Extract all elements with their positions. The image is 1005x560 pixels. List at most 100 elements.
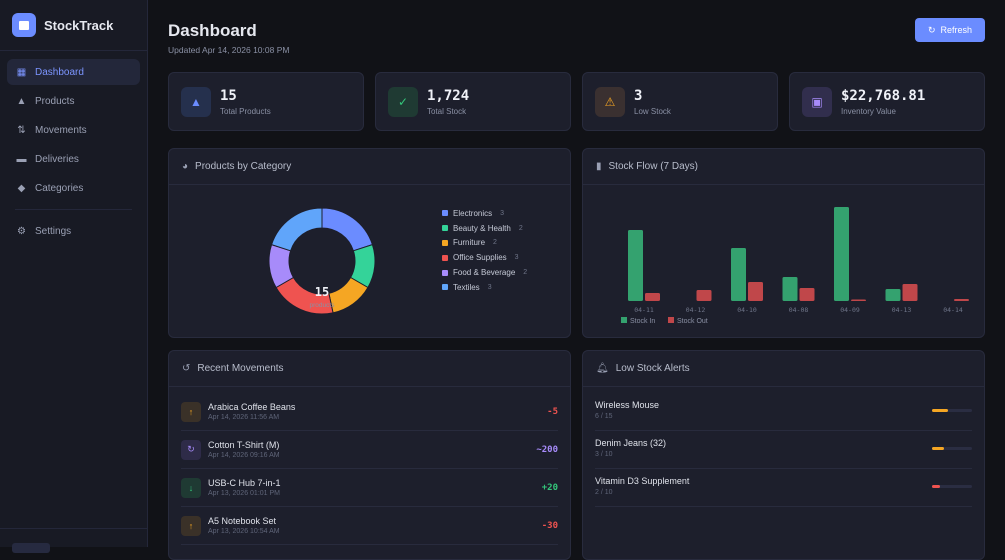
legend-item: Beauty & Health 2 <box>442 221 527 236</box>
stat-label: Total Products <box>220 106 271 116</box>
page-title: Dashboard <box>168 21 257 40</box>
low-stock-row[interactable]: Vitamin D3 Supplement 2 / 10 <box>595 469 972 507</box>
products-by-category-panel: ◕ Products by Category 15 products Electr… <box>168 148 571 338</box>
x-tick-label: 04-11 <box>634 306 654 314</box>
donut-slice[interactable] <box>321 207 374 252</box>
user-button[interactable] <box>12 543 50 553</box>
legend-count: 2 <box>523 269 528 277</box>
bar-stock-in[interactable] <box>782 277 798 301</box>
arrow-down-icon: ↓ <box>181 477 201 498</box>
movement-date: Apr 14, 2026 11:56 AM <box>208 414 280 421</box>
bell-icon: 🔔︎ <box>596 363 609 374</box>
history-icon: ↺ <box>182 363 191 374</box>
stock-level-bar <box>932 409 972 412</box>
movement-row[interactable]: ↑ Arabica Coffee Beans Apr 14, 2026 11:56 … <box>181 393 558 431</box>
bar-stock-out[interactable] <box>645 293 660 301</box>
warning-icon: ⚠ <box>595 86 625 117</box>
movement-row[interactable]: ↓ USB-C Hub 7-in-1 Apr 13, 2026 01:01 PM +2… <box>181 469 558 507</box>
sidebar-item-label: Products <box>35 95 75 107</box>
low-stock-panel: 🔔︎ Low Stock Alerts Wireless Mouse 6 / 15 D… <box>582 350 985 560</box>
legend-count: 3 <box>500 209 505 217</box>
bar-stock-in[interactable] <box>834 207 849 301</box>
legend-swatch <box>442 284 448 291</box>
updated-timestamp: Updated Apr 14, 2026 10:08 PM <box>168 45 290 55</box>
legend-count: 3 <box>487 283 492 291</box>
sidebar-item-deliveries[interactable]: ▬ Deliveries <box>7 146 140 172</box>
shapes-icon: ▲ <box>16 95 27 107</box>
bar-stock-in[interactable] <box>731 248 746 301</box>
bar-stock-in[interactable] <box>628 230 643 301</box>
legend-count: 2 <box>518 224 523 232</box>
movement-product: Cotton T-Shirt (M) <box>208 440 280 450</box>
legend-item: Textiles 3 <box>442 280 527 295</box>
low-stock-row[interactable]: Denim Jeans (32) 3 / 10 <box>595 431 972 469</box>
donut-slice[interactable] <box>270 207 323 252</box>
arrow-up-icon: ↑ <box>181 401 201 422</box>
sync-icon: ↻ <box>181 439 201 460</box>
money-icon: ▣ <box>802 86 832 117</box>
sidebar-item-products[interactable]: ▲ Products <box>7 88 140 114</box>
bar-stock-out[interactable] <box>748 282 763 301</box>
pie-chart-icon: ◕ <box>182 161 189 172</box>
low-stock-row[interactable]: Wireless Mouse 6 / 15 <box>595 393 972 431</box>
bar-stock-out[interactable] <box>851 299 866 302</box>
sidebar-item-movements[interactable]: ⇅ Movements <box>7 117 140 143</box>
legend-swatch <box>442 225 448 232</box>
low-stock-product: Denim Jeans (32) <box>595 438 667 448</box>
bar-stock-out[interactable] <box>799 288 815 301</box>
bar-stock-out[interactable] <box>954 299 969 301</box>
legend-swatch <box>668 317 674 323</box>
brand[interactable]: StockTrack <box>0 0 147 51</box>
legend-swatch <box>442 239 448 246</box>
legend-item: Office Supplies 3 <box>442 250 527 265</box>
movement-product: Arabica Coffee Beans <box>208 402 296 412</box>
stat-value: 3 <box>634 87 643 104</box>
bar-stock-in[interactable] <box>885 289 901 301</box>
stat-label: Total Stock <box>427 106 467 116</box>
legend-item: Food & Beverage 2 <box>442 265 527 280</box>
donut-total-label: products <box>310 302 336 309</box>
shapes-icon: ▲ <box>181 86 211 117</box>
movement-quantity: +20 <box>541 482 558 493</box>
stock-flow-chart: 04-11 04-12 04-10 04-08 04-09 04-13 04-14 Stock… <box>621 207 969 325</box>
x-tick-label: 04-09 <box>840 306 860 314</box>
movement-quantity: -30 <box>541 520 558 531</box>
x-tick-label: 04-08 <box>789 306 809 314</box>
legend-count: 3 <box>514 254 519 262</box>
donut-total: 15 <box>315 285 329 299</box>
legend-label: Office Supplies <box>453 253 507 263</box>
legend-swatch <box>442 254 448 261</box>
panel-title: Stock Flow (7 Days) <box>608 161 698 172</box>
sidebar-item-dashboard[interactable]: ▦ Dashboard <box>7 59 140 85</box>
sidebar-item-label: Dashboard <box>35 66 84 78</box>
movement-row[interactable]: ↑ A5 Notebook Set Apr 13, 2026 10:54 AM -30 <box>181 507 558 545</box>
category-donut-chart: 15 products <box>268 207 376 315</box>
bar-stock-out[interactable] <box>902 284 918 301</box>
legend-swatch <box>621 317 627 323</box>
legend-label: Furniture <box>453 238 486 248</box>
legend-count: 2 <box>493 239 497 247</box>
sidebar-item-categories[interactable]: ◆ Categories <box>7 175 140 201</box>
sidebar-item-settings[interactable]: ⚙ Settings <box>7 218 140 244</box>
legend-label: Stock Out <box>677 318 708 325</box>
movement-product: A5 Notebook Set <box>208 516 277 526</box>
stat-card-total-products: ▲ 15 Total Products <box>168 72 364 131</box>
gear-icon: ⚙ <box>17 225 26 237</box>
refresh-button[interactable]: ↻ Refresh <box>915 18 985 42</box>
stat-label: Low Stock <box>634 106 671 116</box>
stock-flow-panel: ▮ Stock Flow (7 Days) 04-11 04-12 04-10 04-0… <box>582 148 985 338</box>
x-tick-label: 04-13 <box>892 306 912 314</box>
legend-label: Electronics <box>453 208 493 218</box>
bar-stock-out[interactable] <box>696 290 712 301</box>
movement-date: Apr 14, 2026 09:16 AM <box>208 452 280 459</box>
app-name: StockTrack <box>44 17 114 33</box>
stat-value: $22,768.81 <box>841 87 926 104</box>
movement-row[interactable]: ↻ Cotton T-Shirt (M) Apr 14, 2026 09:16 AM… <box>181 431 558 469</box>
sidebar-item-label: Categories <box>35 182 84 194</box>
tag-icon: ◆ <box>17 182 26 194</box>
arrow-up-icon: ↑ <box>181 515 201 536</box>
truck-icon: ▬ <box>16 153 27 165</box>
sidebar-item-label: Movements <box>35 124 87 136</box>
stat-card-low-stock: ⚠ 3 Low Stock <box>582 72 778 131</box>
low-stock-level: 3 / 10 <box>595 451 613 458</box>
